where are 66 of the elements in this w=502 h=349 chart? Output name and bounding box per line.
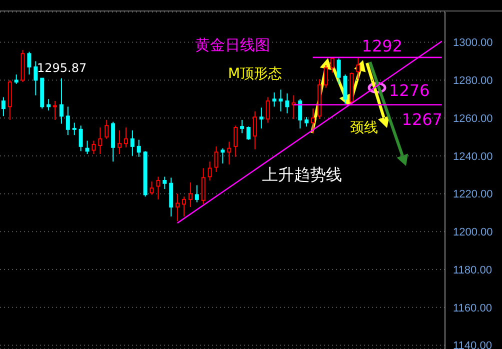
candlestick bbox=[92, 140, 96, 154]
candlestick bbox=[156, 176, 160, 200]
candlestick bbox=[66, 106, 70, 136]
candlestick bbox=[59, 78, 64, 124]
candlestick bbox=[252, 110, 257, 150]
candlestick bbox=[34, 60, 38, 96]
annotation: 1276 bbox=[389, 81, 430, 100]
annotation: 上升趋势线 bbox=[262, 165, 342, 184]
candlestick bbox=[1, 96, 6, 117]
candlestick bbox=[118, 130, 122, 154]
candlestick bbox=[188, 182, 192, 208]
candlestick bbox=[124, 126, 128, 148]
candlestick bbox=[266, 96, 270, 124]
y-tick-label: 1220.00 bbox=[453, 188, 493, 201]
series-label: 1292 bbox=[362, 36, 402, 56]
candlestick bbox=[201, 168, 206, 205]
candlestick bbox=[343, 74, 348, 104]
candlestick bbox=[298, 98, 302, 129]
candlestick bbox=[46, 98, 51, 111]
candlestick bbox=[246, 126, 251, 140]
y-tick-label: 1140.00 bbox=[453, 340, 492, 349]
y-tick-label: 1200.00 bbox=[453, 226, 493, 239]
annotation: M顶形态 bbox=[228, 66, 282, 82]
y-tick-label: 1280.00 bbox=[453, 75, 493, 88]
series-label: 1267 bbox=[402, 110, 442, 129]
candlestick bbox=[336, 58, 341, 84]
candlestick bbox=[98, 126, 102, 154]
candlestick bbox=[169, 177, 174, 217]
candlestick bbox=[194, 184, 199, 203]
candlestick bbox=[27, 51, 32, 75]
candlestick bbox=[85, 140, 90, 154]
candlestick bbox=[227, 141, 232, 165]
candlestick bbox=[259, 107, 264, 129]
candlestick bbox=[208, 161, 212, 181]
candlestick bbox=[278, 89, 283, 112]
y-tick-label: 1240.00 bbox=[453, 150, 493, 163]
candlestick bbox=[324, 64, 328, 88]
candlestick bbox=[272, 92, 276, 108]
candlestick bbox=[220, 148, 225, 164]
annotation: 颈线 bbox=[350, 120, 378, 136]
candlestick bbox=[234, 125, 238, 158]
candlestick bbox=[14, 74, 18, 84]
y-tick-label: 1160.00 bbox=[453, 302, 492, 314]
y-tick-label: 1180.00 bbox=[453, 264, 492, 276]
y-tick-label: 1300.00 bbox=[453, 37, 493, 50]
candlestick bbox=[104, 119, 109, 140]
candlestick bbox=[182, 196, 186, 217]
candlestick bbox=[136, 139, 141, 158]
candlestick bbox=[330, 56, 334, 74]
annotation: 1295.87 bbox=[37, 61, 87, 75]
candlestick bbox=[130, 130, 134, 156]
candlestick bbox=[356, 56, 360, 80]
candlestick bbox=[240, 119, 244, 134]
candlestick bbox=[111, 121, 116, 162]
candlestick bbox=[176, 193, 180, 222]
text: 黄金日线图 bbox=[195, 36, 270, 54]
candlestick bbox=[78, 125, 83, 152]
candlestick bbox=[162, 176, 167, 190]
y-tick-label: 1260.00 bbox=[453, 112, 493, 125]
candlestick bbox=[304, 116, 309, 128]
candlestick bbox=[53, 100, 58, 120]
candlestick bbox=[311, 108, 315, 134]
candlestick bbox=[285, 92, 290, 114]
candlestick bbox=[214, 146, 218, 172]
candlestick bbox=[72, 122, 76, 136]
candlestick bbox=[150, 180, 154, 196]
